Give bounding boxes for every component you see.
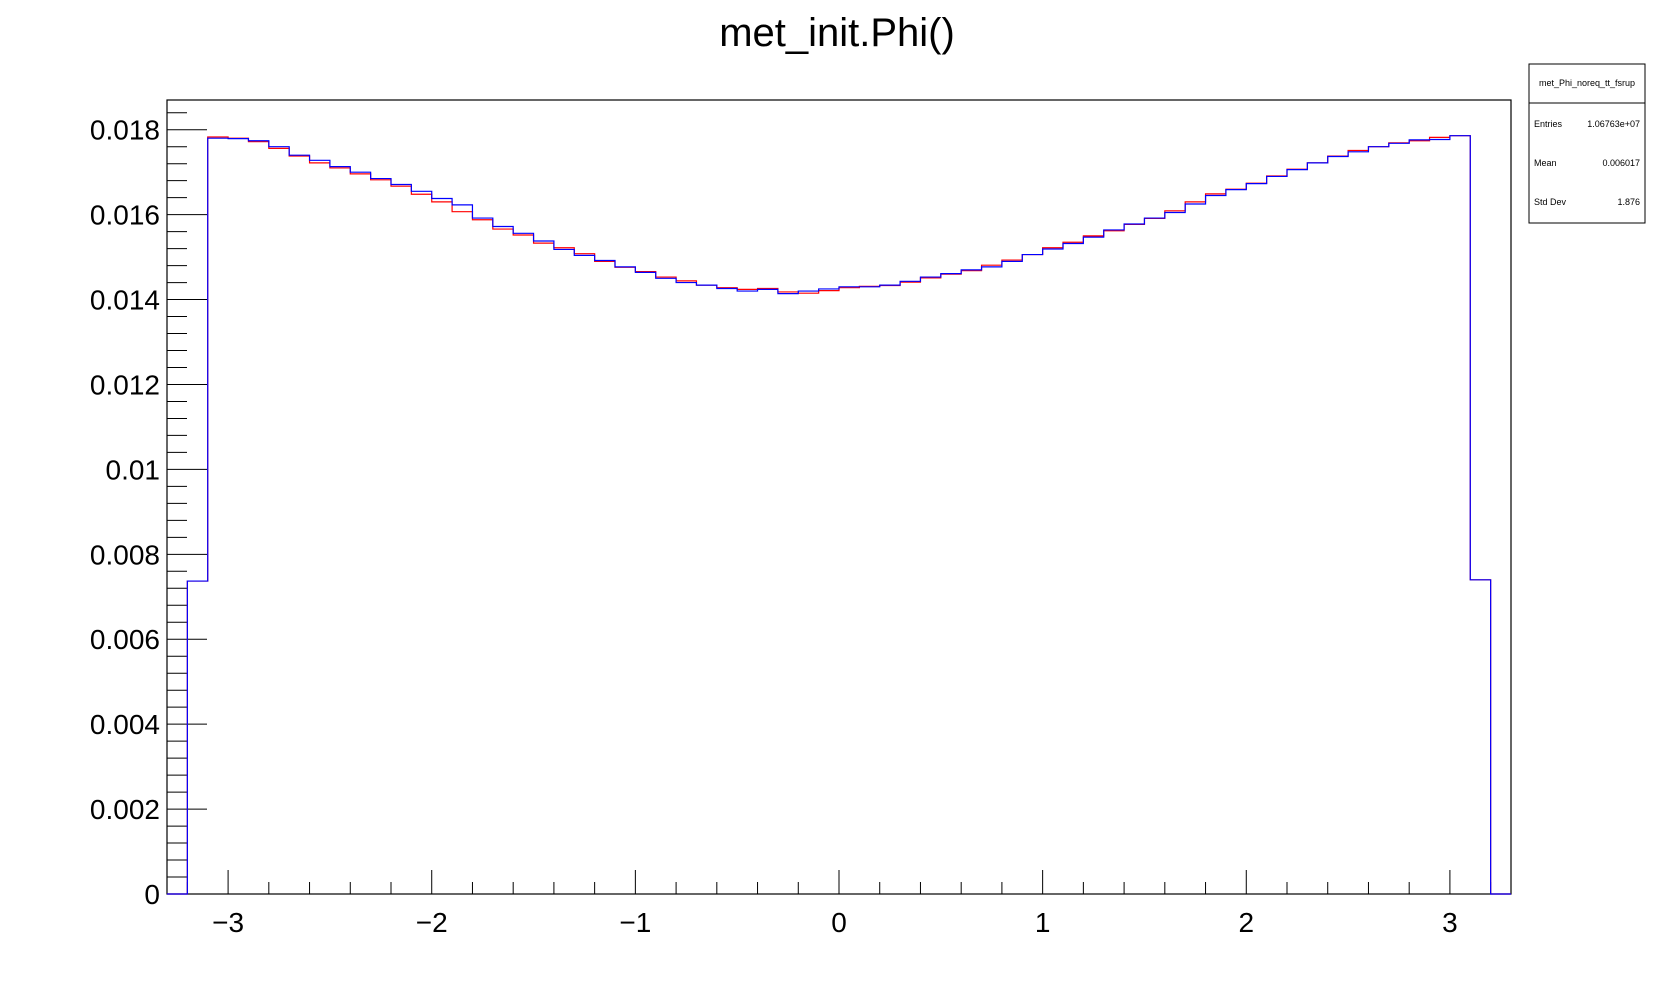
y-tick-label: 0.018 (90, 115, 160, 146)
y-tick-label: 0.008 (90, 539, 160, 570)
y-tick-label: 0.004 (90, 709, 160, 740)
stats-box: met_Phi_noreq_tt_fsrup Entries 1.06763e+… (1528, 63, 1646, 224)
stats-entries-label: Entries (1534, 119, 1563, 129)
stats-box-name: met_Phi_noreq_tt_fsrup (1539, 78, 1635, 88)
y-tick-label: 0.002 (90, 794, 160, 825)
x-tick-label: 3 (1442, 907, 1458, 938)
y-tick-label: 0.014 (90, 285, 160, 316)
x-tick-label: 0 (831, 907, 847, 938)
x-tick-label: 1 (1035, 907, 1051, 938)
y-tick-label: 0.012 (90, 369, 160, 400)
y-tick-label: 0.01 (106, 454, 161, 485)
stats-stddev-value: 1.876 (1617, 197, 1640, 207)
series-0-line (167, 135, 1511, 895)
x-tick-label: −2 (416, 907, 448, 938)
chart-title: met_init.Phi() (719, 11, 955, 55)
stats-box-frame (1528, 63, 1646, 224)
x-tick-label: −3 (212, 907, 244, 938)
series-layer (167, 135, 1511, 895)
y-tick-label: 0 (144, 879, 160, 910)
x-tick-label: −1 (619, 907, 651, 938)
stats-mean-value: 0.006017 (1602, 158, 1640, 168)
axes: 0 0.002 0.004 0.006 0.008 0.01 0.012 0.014 0.016… (90, 112, 1492, 938)
stats-mean-label: Mean (1534, 158, 1557, 168)
stats-stddev-label: Std Dev (1534, 197, 1567, 207)
series-1-line (167, 135, 1511, 895)
y-tick-label: 0.016 (90, 200, 160, 231)
x-tick-label: 2 (1238, 907, 1254, 938)
y-tick-label: 0.006 (90, 624, 160, 655)
stats-entries-value: 1.06763e+07 (1587, 119, 1640, 129)
plot-frame (166, 99, 1512, 895)
